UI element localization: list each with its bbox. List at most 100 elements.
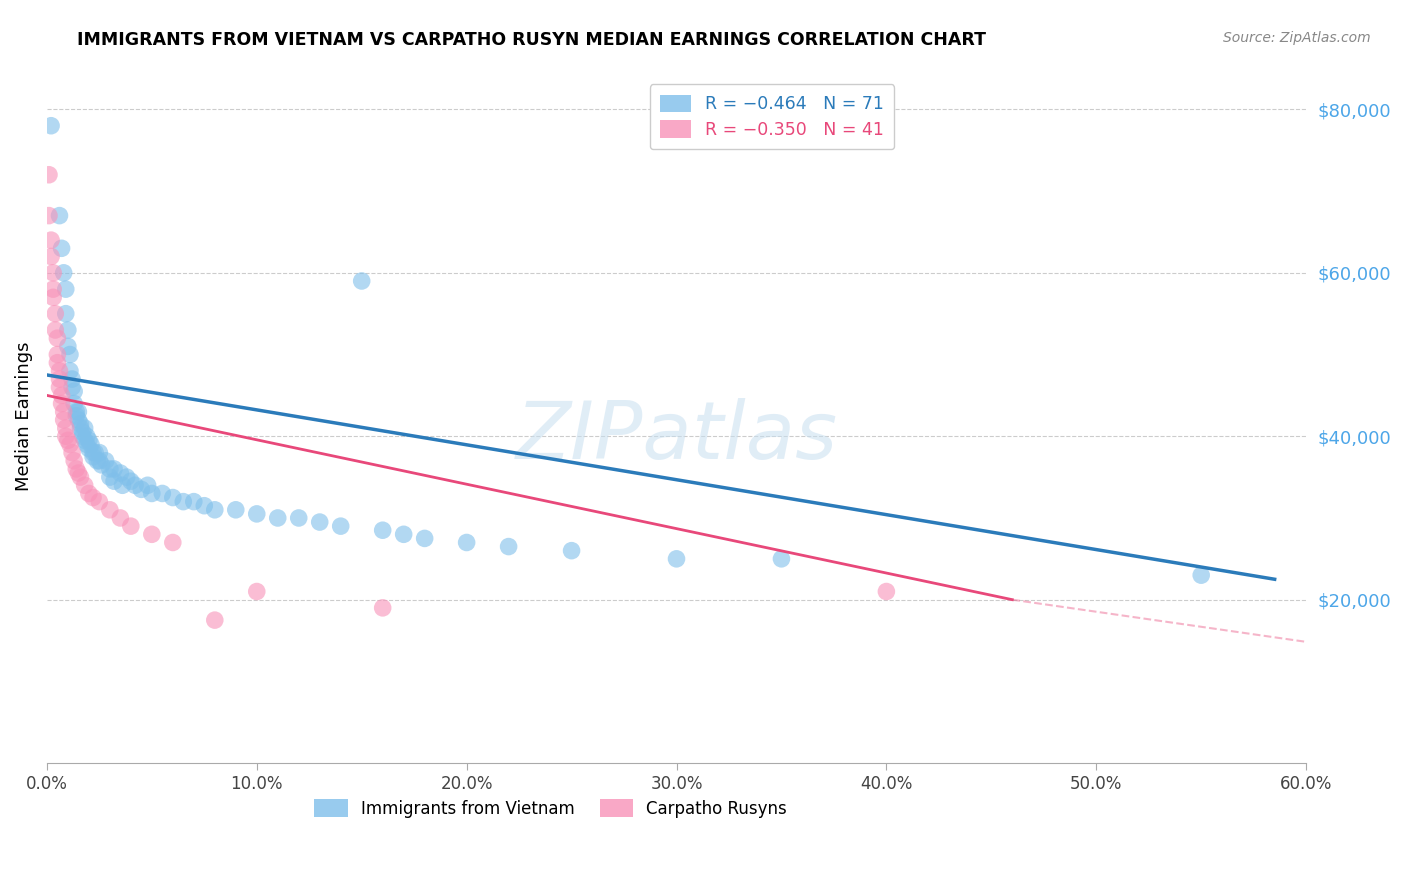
Point xyxy=(141,527,163,541)
Point xyxy=(60,380,83,394)
Point xyxy=(59,347,82,361)
Text: ZIPatlas: ZIPatlas xyxy=(516,398,838,475)
Point xyxy=(63,454,86,468)
Point xyxy=(42,282,65,296)
Point xyxy=(69,417,91,431)
Point xyxy=(65,462,87,476)
Point xyxy=(204,503,226,517)
Point xyxy=(110,466,132,480)
Point xyxy=(350,274,373,288)
Legend: Immigrants from Vietnam, Carpatho Rusyns: Immigrants from Vietnam, Carpatho Rusyns xyxy=(308,793,793,824)
Point xyxy=(329,519,352,533)
Point xyxy=(60,445,83,459)
Point xyxy=(46,347,69,361)
Point xyxy=(246,584,269,599)
Point xyxy=(39,119,62,133)
Point xyxy=(98,470,121,484)
Point xyxy=(55,421,77,435)
Y-axis label: Median Earnings: Median Earnings xyxy=(15,341,32,491)
Point xyxy=(46,331,69,345)
Point xyxy=(82,491,104,505)
Point xyxy=(141,486,163,500)
Point xyxy=(120,474,142,488)
Point xyxy=(38,209,60,223)
Point xyxy=(52,405,75,419)
Point xyxy=(498,540,520,554)
Point xyxy=(76,429,98,443)
Point xyxy=(48,380,70,394)
Point xyxy=(39,250,62,264)
Point xyxy=(98,462,121,476)
Point xyxy=(65,405,87,419)
Point xyxy=(665,551,688,566)
Point xyxy=(392,527,415,541)
Point xyxy=(115,470,138,484)
Point xyxy=(73,478,96,492)
Point xyxy=(56,323,79,337)
Point xyxy=(94,454,117,468)
Point xyxy=(770,551,793,566)
Point xyxy=(82,445,104,459)
Point xyxy=(89,454,111,468)
Point xyxy=(76,437,98,451)
Point xyxy=(150,486,173,500)
Point xyxy=(103,462,125,476)
Point xyxy=(56,339,79,353)
Point xyxy=(73,434,96,448)
Point xyxy=(172,494,194,508)
Point xyxy=(162,535,184,549)
Point xyxy=(371,600,394,615)
Point xyxy=(86,454,108,468)
Point xyxy=(55,429,77,443)
Point xyxy=(67,405,90,419)
Point xyxy=(65,409,87,423)
Text: Source: ZipAtlas.com: Source: ZipAtlas.com xyxy=(1223,31,1371,45)
Point xyxy=(69,470,91,484)
Point xyxy=(72,429,94,443)
Point xyxy=(51,241,73,255)
Point xyxy=(131,483,153,497)
Point xyxy=(63,384,86,399)
Point xyxy=(162,491,184,505)
Point xyxy=(136,478,159,492)
Point xyxy=(80,437,103,451)
Point xyxy=(55,307,77,321)
Point xyxy=(59,364,82,378)
Point xyxy=(90,458,112,472)
Point xyxy=(38,168,60,182)
Point xyxy=(1189,568,1212,582)
Point xyxy=(44,323,66,337)
Point xyxy=(44,307,66,321)
Text: IMMIGRANTS FROM VIETNAM VS CARPATHO RUSYN MEDIAN EARNINGS CORRELATION CHART: IMMIGRANTS FROM VIETNAM VS CARPATHO RUSY… xyxy=(77,31,987,49)
Point xyxy=(59,437,82,451)
Point xyxy=(84,445,107,459)
Point xyxy=(267,511,290,525)
Point xyxy=(55,282,77,296)
Point xyxy=(73,421,96,435)
Point xyxy=(204,613,226,627)
Point xyxy=(287,511,309,525)
Point xyxy=(225,503,247,517)
Point xyxy=(46,356,69,370)
Point xyxy=(60,372,83,386)
Point xyxy=(51,396,73,410)
Point xyxy=(48,372,70,386)
Point xyxy=(246,507,269,521)
Point xyxy=(42,266,65,280)
Point xyxy=(39,233,62,247)
Point xyxy=(51,388,73,402)
Point xyxy=(111,478,134,492)
Point xyxy=(42,290,65,304)
Point xyxy=(183,494,205,508)
Point xyxy=(193,499,215,513)
Point xyxy=(48,209,70,223)
Point xyxy=(77,434,100,448)
Point xyxy=(89,445,111,459)
Point xyxy=(63,396,86,410)
Point xyxy=(371,523,394,537)
Point xyxy=(456,535,478,549)
Point xyxy=(77,486,100,500)
Point xyxy=(56,434,79,448)
Point xyxy=(72,425,94,439)
Point xyxy=(52,413,75,427)
